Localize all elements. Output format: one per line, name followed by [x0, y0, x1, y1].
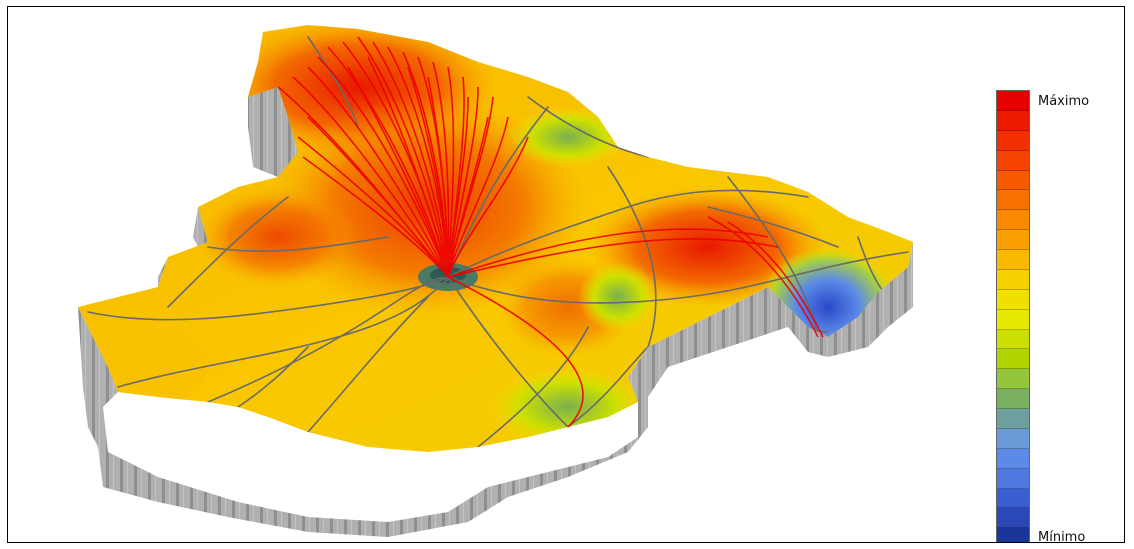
- legend-color-segment: [997, 210, 1029, 231]
- legend-color-segment: [997, 468, 1029, 489]
- color-legend: Máximo Mínimo: [996, 90, 1116, 543]
- terrain-3d-map: [78, 25, 913, 537]
- legend-color-segment: [997, 110, 1029, 131]
- legend-color-segment: [997, 150, 1029, 171]
- legend-color-segment: [997, 448, 1029, 469]
- legend-color-segment: [997, 269, 1029, 290]
- legend-color-segment: [997, 289, 1029, 310]
- terrain-surface: [78, 25, 913, 452]
- legend-color-segment: [997, 508, 1029, 529]
- legend-color-segment: [997, 250, 1029, 270]
- legend-color-segment: [997, 369, 1029, 390]
- legend-color-segment: [997, 409, 1029, 429]
- legend-color-segment: [997, 488, 1029, 509]
- legend-color-segment: [997, 528, 1029, 542]
- legend-color-segment: [997, 428, 1029, 449]
- legend-color-segment: [997, 230, 1029, 250]
- legend-color-scale: [996, 90, 1030, 542]
- legend-min-label: Mínimo: [1038, 530, 1086, 543]
- legend-color-segment: [997, 349, 1029, 370]
- road-network: [87, 36, 909, 448]
- legend-color-segment: [997, 130, 1029, 151]
- legend-color-segment: [997, 170, 1029, 191]
- route-lines: [277, 36, 824, 428]
- legend-color-segment: [997, 389, 1029, 409]
- legend-color-segment: [997, 329, 1029, 350]
- map-frame: Máximo Mínimo: [7, 6, 1125, 543]
- legend-max-label: Máximo: [1038, 94, 1090, 109]
- legend-color-segment: [997, 91, 1029, 111]
- legend-color-segment: [997, 190, 1029, 211]
- legend-color-segment: [997, 309, 1029, 330]
